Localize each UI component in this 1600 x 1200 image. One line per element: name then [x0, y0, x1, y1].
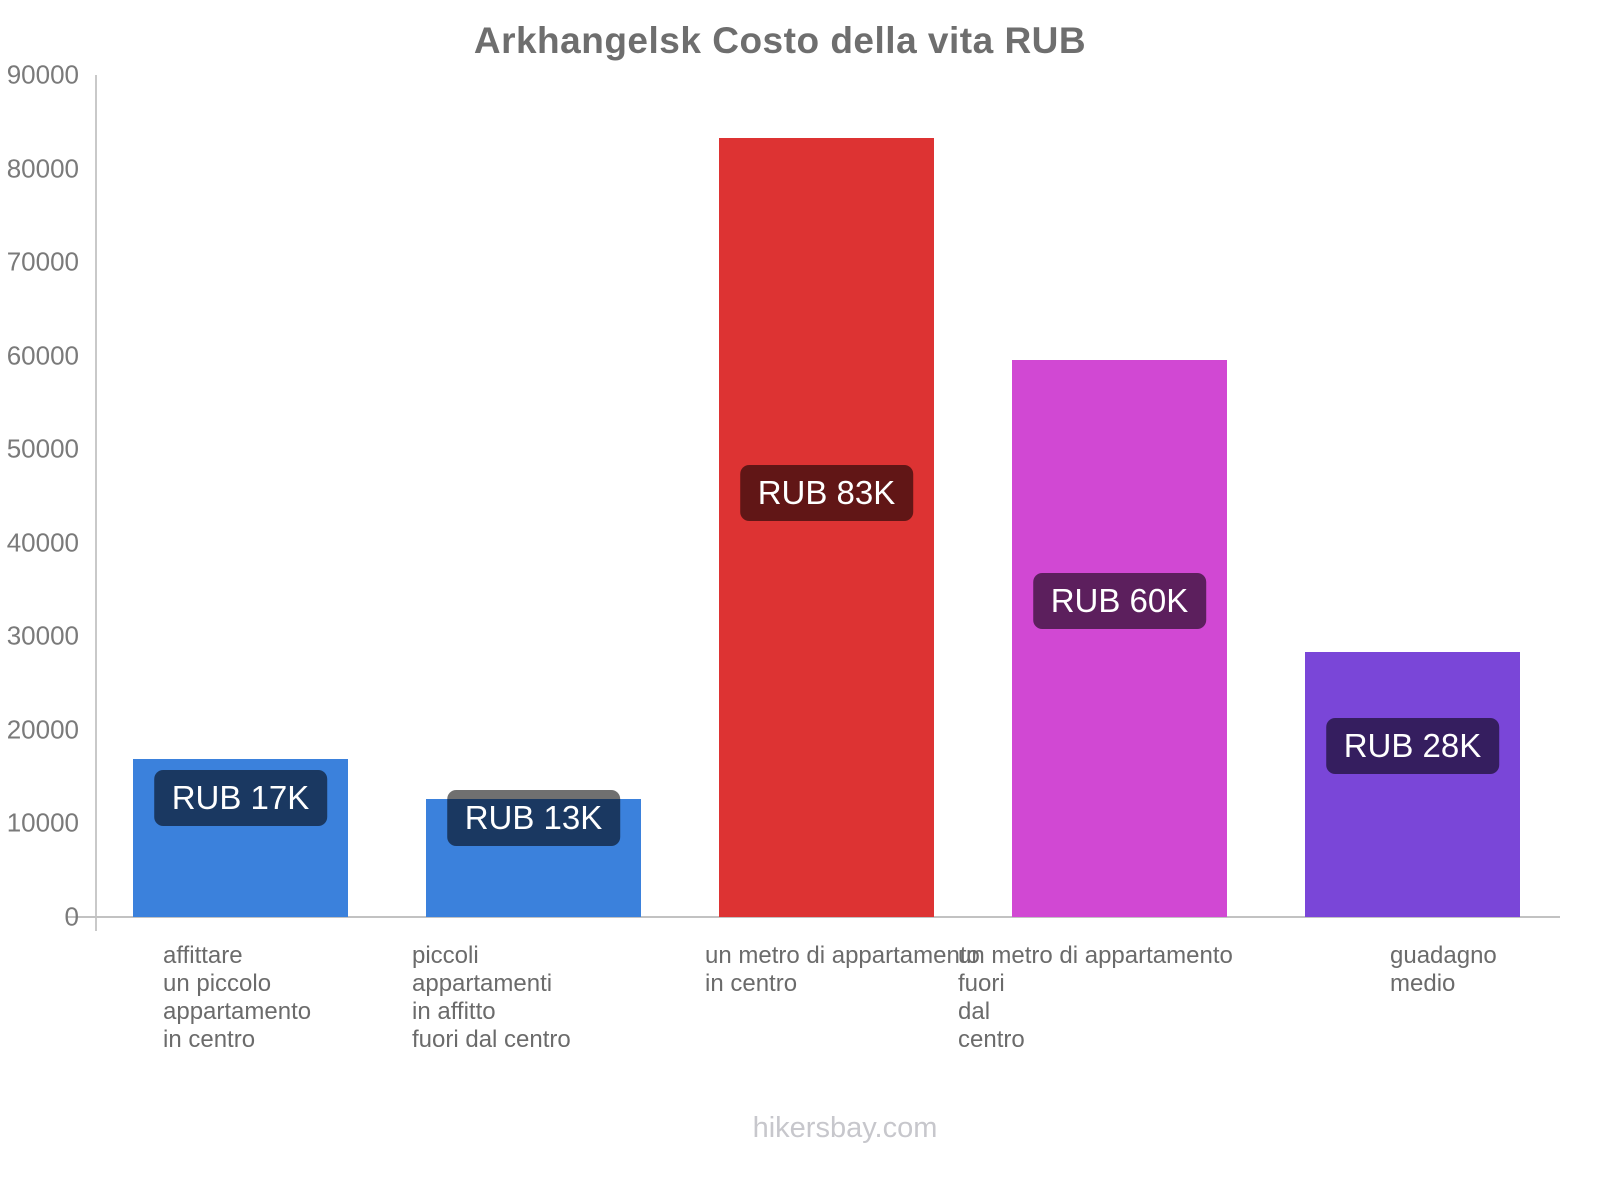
plot-area: 0 10000 20000 30000 40000 50000 60000 70000 8000… [7, 60, 1560, 932]
x-axis-label: affittare un piccolo appartamento in centro [163, 942, 311, 1054]
y-tick-label: 30000 [6, 620, 79, 651]
y-tick-label: 0 [64, 901, 79, 932]
x-axis-label-line: un metro di appartamento [958, 942, 1233, 969]
bar[interactable] [1012, 360, 1227, 917]
x-axis-baseline [67, 916, 1560, 918]
bar-value-label: RUB 13K [446, 790, 621, 846]
y-tick-label: 70000 [6, 246, 79, 277]
y-tick-label: 60000 [6, 340, 79, 371]
bar[interactable] [1305, 652, 1520, 917]
bar-value-label: RUB 60K [1032, 573, 1207, 629]
x-axis-label-line: in affitto [412, 998, 496, 1025]
x-axis-label-line: un piccolo [163, 970, 272, 997]
y-tick-label: 90000 [6, 59, 79, 90]
x-axis-label-line: in centro [705, 970, 798, 997]
x-axis-label-line: piccoli [412, 942, 479, 969]
x-axis-label-line: centro [958, 1026, 1025, 1053]
bar-value-label: RUB 17K [153, 770, 328, 826]
x-axis-label-line: fuori dal centro [412, 1026, 571, 1053]
x-axis-label: piccoli appartamenti in affitto fuori dal c… [412, 942, 571, 1054]
y-tick-label: 10000 [6, 807, 79, 838]
chart-title: Arkhangelsk Costo della vita RUB [473, 20, 1087, 61]
watermark: hikersbay.com [752, 1112, 938, 1144]
y-tick-label: 50000 [6, 433, 79, 464]
x-axis-label-line: guadagno [1390, 942, 1497, 969]
bar-value-label: RUB 28K [1325, 718, 1500, 774]
y-axis-line [95, 75, 97, 931]
x-axis-label-line: appartamento [163, 998, 312, 1025]
x-axis-label: guadagno medio [1390, 942, 1497, 998]
x-axis-label-line: appartamenti [412, 970, 553, 997]
x-axis-label-line: fuori [958, 970, 1005, 997]
x-axis-label-line: affittare [163, 942, 243, 969]
y-tick-label: 20000 [6, 714, 79, 745]
x-axis-label-line: medio [1390, 970, 1456, 997]
y-tick-label: 80000 [6, 153, 79, 184]
bar[interactable] [719, 137, 934, 917]
y-tick-label: 40000 [6, 527, 79, 558]
x-axis-label-line: in centro [163, 1026, 256, 1053]
x-axis-label: un metro di appartamento fuori dal centro [958, 942, 1233, 1054]
bar-value-label: RUB 83K [739, 465, 914, 521]
x-axis-label-line: un metro di appartamento [705, 942, 980, 969]
x-axis-label: un metro di appartamento in centro [705, 942, 980, 998]
x-axis-label-line: dal [958, 998, 991, 1025]
